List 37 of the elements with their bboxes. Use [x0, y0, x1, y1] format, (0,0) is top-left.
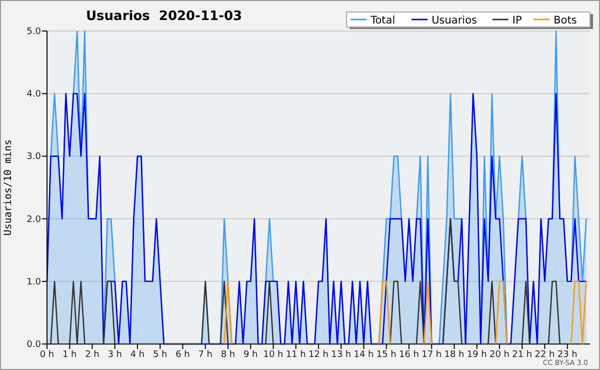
- x-tick-label: 4 h: [130, 350, 145, 360]
- y-axis-title: Usuarios/10 mins: [3, 139, 14, 236]
- x-tick-label: 10 h: [263, 350, 284, 360]
- chart-title: Usuarios 2020-11-03: [86, 9, 242, 24]
- x-tick-label: 16 h: [398, 350, 420, 360]
- x-tick-label: 23 h: [557, 350, 578, 360]
- x-tick-label: 5 h: [152, 350, 168, 360]
- x-tick-label: 22 h: [534, 350, 555, 360]
- x-tick-label: 8 h: [220, 350, 236, 360]
- x-tick-label: 6 h: [176, 350, 190, 360]
- y-tick-label: 3.0: [26, 152, 42, 162]
- x-tick-label: 19 h: [466, 350, 487, 360]
- x-tick-label: 17 h: [422, 350, 442, 360]
- legend-label: IP: [512, 14, 522, 26]
- x-tick-label: 12 h: [308, 350, 329, 360]
- line-series: [46, 92, 587, 345]
- y-tick-label: 5.0: [26, 27, 42, 37]
- x-tick-label: 14 h: [354, 350, 374, 360]
- x-tick-label: 1 h: [62, 350, 77, 360]
- x-tick-label: 15 h: [376, 350, 396, 360]
- y-tick-label: 0.0: [26, 340, 42, 350]
- y-tick-label: 1.0: [26, 277, 42, 288]
- x-tick-label: 2 h: [85, 350, 100, 360]
- legend-label: Usuarios: [432, 14, 477, 26]
- x-tick-label: 11 h: [286, 350, 306, 360]
- legend-label: Bots: [554, 14, 577, 26]
- x-tick-label: 18 h: [444, 350, 464, 360]
- x-tick-label: 9 h: [243, 350, 258, 360]
- legend-label: Total: [370, 14, 396, 26]
- x-tick-label: 3 h: [108, 350, 122, 360]
- y-tick-label: 4.0: [26, 90, 42, 100]
- x-tick-label: 21 h: [512, 350, 532, 360]
- x-tick-label: 20 h: [489, 350, 510, 360]
- x-tick-label: 7 h: [198, 350, 213, 360]
- x-tick-label: 13 h: [331, 350, 352, 360]
- x-tick-label: 0 h: [40, 350, 54, 360]
- y-tick-label: 2.0: [26, 214, 42, 225]
